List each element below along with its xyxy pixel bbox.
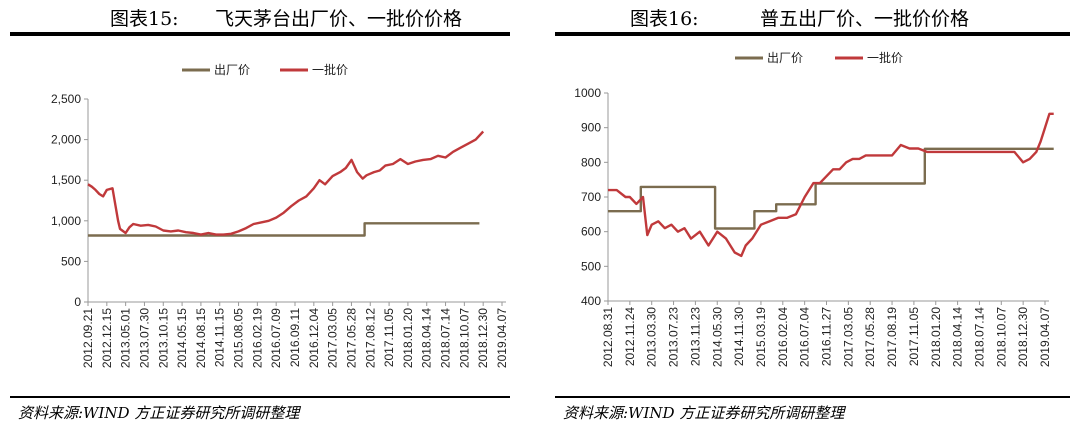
legend-label: 一批价 <box>312 62 348 77</box>
x-tick-label: 2012.09.21 <box>81 308 95 368</box>
chart-title: 图表15: 飞天茅台出厂价、一批价价格 <box>10 2 510 30</box>
y-tick-label: 2,500 <box>51 92 81 106</box>
y-tick-label: 1,000 <box>51 214 81 228</box>
legend-label: 一批价 <box>867 50 903 65</box>
x-tick-label: 2019.04.07 <box>495 308 509 368</box>
x-tick-label: 2016.07.09 <box>269 308 283 368</box>
y-tick-label: 1000 <box>574 86 601 100</box>
chart-panel-left: 图表15: 飞天茅台出厂价、一批价价格 0 500 1,000 1,500 2,000 2… <box>10 0 510 431</box>
x-tick-label: 2013.11.23 <box>688 307 702 366</box>
series-line <box>87 130 485 236</box>
bottom-rule <box>555 396 1070 398</box>
x-tick-label: 2017.11.05 <box>907 307 921 366</box>
legend-label: 出厂价 <box>214 63 250 77</box>
x-tick-label: 2017.08.19 <box>885 307 899 367</box>
x-tick-label: 2012.11.24 <box>623 307 637 366</box>
y-tick-label: 800 <box>581 155 601 169</box>
x-tick-label: 2018.07.14 <box>972 307 986 367</box>
legend-label: 出厂价 <box>767 51 803 65</box>
y-tick-label: 1,500 <box>51 173 81 187</box>
y-tick-label: 900 <box>581 121 601 135</box>
x-tick-label: 2016.12.04 <box>307 308 321 368</box>
series-line <box>608 112 1054 258</box>
x-tick-label: 2019.04.07 <box>1038 307 1052 367</box>
y-tick-label: 500 <box>61 254 81 268</box>
x-tick-label: 2013.05.01 <box>119 308 133 368</box>
x-tick-label: 2016.09.11 <box>288 308 302 367</box>
series-line <box>88 222 480 237</box>
figure-title: 飞天茅台出厂价、一批价价格 <box>215 8 463 30</box>
x-tick-label: 2017.05.28 <box>344 308 358 368</box>
y-tick-label: 600 <box>581 225 601 239</box>
source-note: 资料来源:WIND 方正证券研究所调研整理 <box>563 404 845 422</box>
x-tick-label: 2017.05.28 <box>863 307 877 367</box>
chart-panel-right: 图表16: 普五出厂价、一批价价格 400 500 600 700 800 900 1000… <box>555 0 1070 431</box>
y-tick-label: 0 <box>74 295 81 309</box>
x-tick-label: 2012.12.15 <box>100 308 114 368</box>
top-rule <box>555 32 1070 36</box>
x-tick-label: 2018.01.20 <box>401 308 415 368</box>
x-tick-label: 2014.05.30 <box>710 307 724 367</box>
source-note: 资料来源:WIND 方正证券研究所调研整理 <box>18 404 300 422</box>
x-tick-label: 2015.03.19 <box>754 307 768 367</box>
y-tick-label: 400 <box>581 294 601 308</box>
x-tick-label: 2018.07.14 <box>439 308 453 368</box>
figure-number: 图表16: <box>630 8 699 30</box>
x-tick-label: 2016.11.27 <box>820 307 834 366</box>
x-tick-label: 2016.02.19 <box>250 308 264 368</box>
figure-title: 普五出厂价、一批价价格 <box>760 8 970 30</box>
x-tick-label: 2017.08.12 <box>363 308 377 368</box>
x-tick-label: 2013.10.15 <box>156 308 170 368</box>
chart-title: 图表16: 普五出厂价、一批价价格 <box>555 2 1070 30</box>
y-tick-label: 2,000 <box>51 133 81 147</box>
x-tick-label: 2018.01.20 <box>929 307 943 367</box>
x-tick-label: 2014.05.15 <box>175 308 189 368</box>
bottom-rule <box>10 396 510 398</box>
line-chart: 0 500 1,000 1,500 2,000 2,500 2012.09.21 2012.1… <box>51 62 509 368</box>
x-tick-label: 2018.10.07 <box>457 308 471 368</box>
x-tick-label: 2018.10.07 <box>994 307 1008 367</box>
series-line <box>608 147 1054 230</box>
x-tick-label: 2013.07.23 <box>667 307 681 367</box>
x-tick-label: 2012.08.31 <box>601 307 615 367</box>
x-tick-label: 2016.07.04 <box>798 307 812 367</box>
x-tick-label: 2014.08.15 <box>194 308 208 368</box>
x-tick-label: 2016.02.04 <box>776 307 790 367</box>
x-tick-label: 2013.03.30 <box>645 307 659 367</box>
y-tick-label: 500 <box>581 259 601 273</box>
x-tick-label: 2017.03.05 <box>841 307 855 367</box>
x-tick-label: 2014.11.15 <box>213 308 227 367</box>
x-tick-label: 2018.12.30 <box>1016 307 1030 367</box>
x-tick-label: 2018.12.30 <box>476 308 490 368</box>
x-tick-label: 2013.07.30 <box>137 308 151 368</box>
figure-number: 图表15: <box>110 8 179 30</box>
x-tick-label: 2017.03.05 <box>326 308 340 368</box>
x-tick-label: 2018.04.14 <box>420 308 434 368</box>
x-tick-label: 2014.11.30 <box>732 307 746 366</box>
x-tick-label: 2015.08.05 <box>232 308 246 368</box>
y-tick-label: 700 <box>581 190 601 204</box>
x-tick-label: 2018.04.14 <box>951 307 965 367</box>
line-chart: 400 500 600 700 800 900 1000 2012.08.31 2012.11.… <box>574 50 1054 367</box>
top-rule <box>10 32 510 36</box>
x-tick-label: 2017.11.05 <box>382 308 396 367</box>
